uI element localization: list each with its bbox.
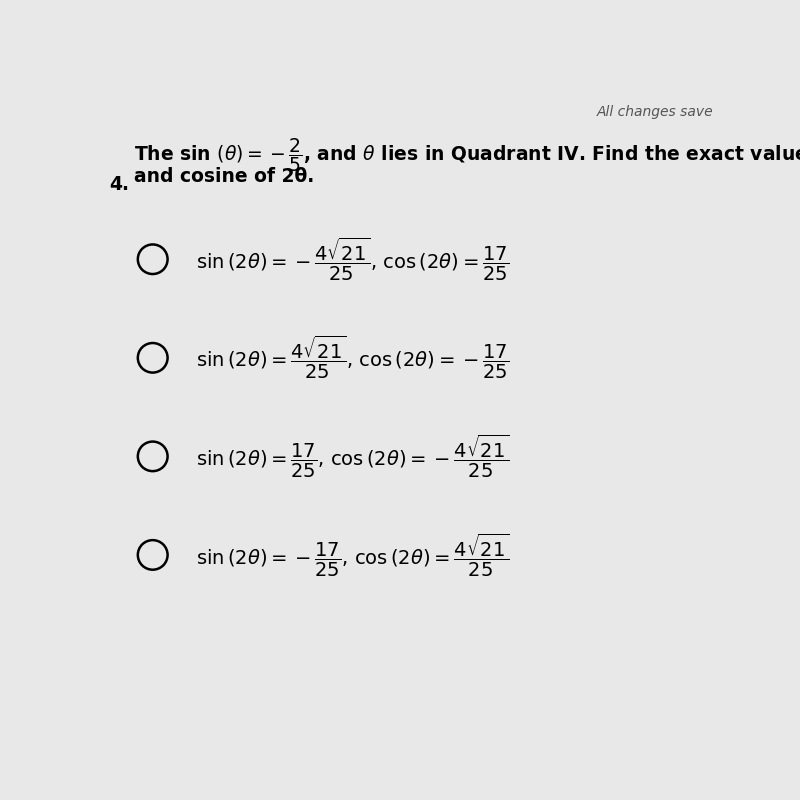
Text: The sin $(\theta) = -\dfrac{2}{5}$, and $\theta$ lies in Quadrant IV. Find the e: The sin $(\theta) = -\dfrac{2}{5}$, and … (134, 136, 800, 174)
Text: $\mathrm{sin}\,(2\theta) = -\dfrac{4\sqrt{21}}{25}$, $\mathrm{cos}\,(2\theta) = : $\mathrm{sin}\,(2\theta) = -\dfrac{4\sqr… (196, 236, 510, 283)
Text: All changes save: All changes save (597, 106, 714, 119)
Text: and cosine of 2θ.: and cosine of 2θ. (134, 167, 314, 186)
Text: 4.: 4. (110, 175, 130, 194)
Text: $\mathrm{sin}\,(2\theta) = -\dfrac{17}{25}$, $\mathrm{cos}\,(2\theta) = \dfrac{4: $\mathrm{sin}\,(2\theta) = -\dfrac{17}{2… (196, 531, 510, 578)
Text: $\mathrm{sin}\,(2\theta) = \dfrac{4\sqrt{21}}{25}$, $\mathrm{cos}\,(2\theta) = -: $\mathrm{sin}\,(2\theta) = \dfrac{4\sqrt… (196, 334, 510, 382)
Text: $\mathrm{sin}\,(2\theta) = \dfrac{17}{25}$, $\mathrm{cos}\,(2\theta) = -\dfrac{4: $\mathrm{sin}\,(2\theta) = \dfrac{17}{25… (196, 433, 510, 480)
